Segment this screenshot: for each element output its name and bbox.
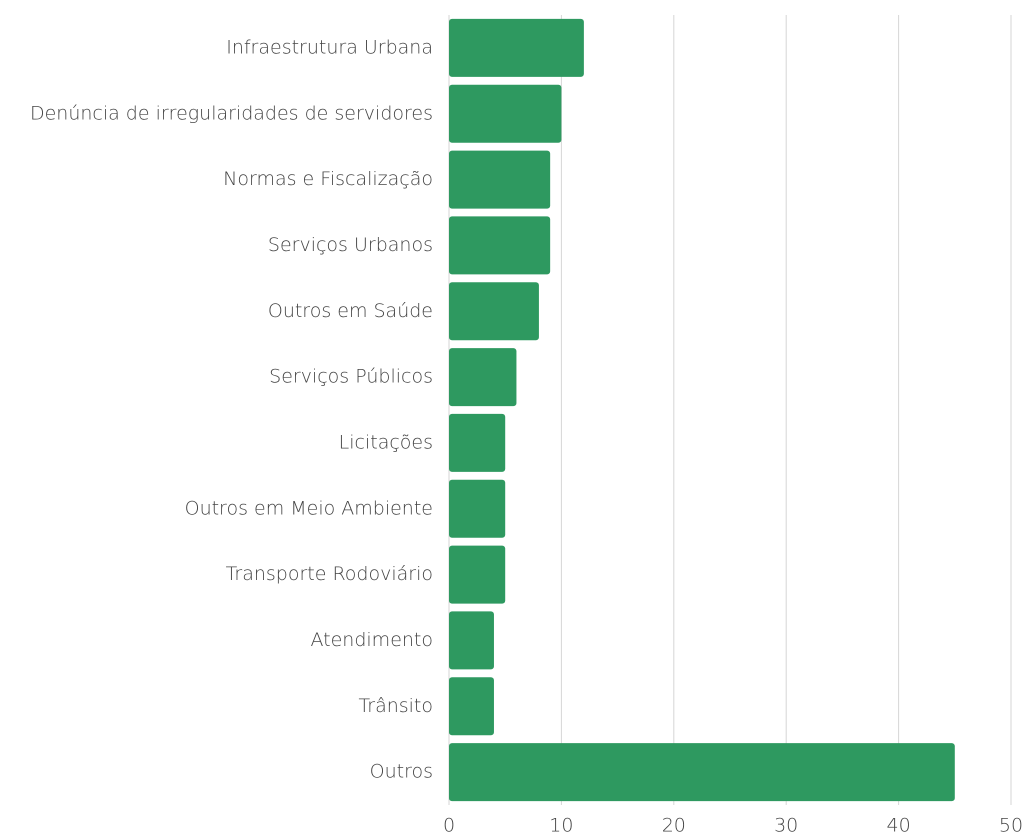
x-tick-label: 40 bbox=[887, 815, 911, 837]
y-tick-label: Atendimento bbox=[311, 629, 434, 651]
bar bbox=[449, 743, 955, 802]
bar bbox=[449, 677, 494, 736]
y-tick-label: Denúncia de irregularidades de servidore… bbox=[30, 102, 433, 124]
x-tick-label: 20 bbox=[662, 815, 686, 837]
y-tick-label: Outros em Meio Ambiente bbox=[185, 497, 433, 519]
x-tick-label: 50 bbox=[999, 815, 1023, 837]
y-tick-label: Outros em Saúde bbox=[268, 300, 433, 322]
y-tick-label: Infraestrutura Urbana bbox=[226, 36, 433, 58]
x-tick-label: 30 bbox=[774, 815, 798, 837]
y-tick-label: Trânsito bbox=[358, 695, 433, 717]
bar bbox=[449, 348, 517, 407]
bar bbox=[449, 479, 506, 538]
y-tick-label: Normas e Fiscalização bbox=[223, 168, 433, 190]
bar bbox=[449, 216, 551, 275]
y-tick-label: Serviços Públicos bbox=[269, 366, 433, 388]
bar bbox=[449, 84, 562, 143]
x-tick-label: 10 bbox=[549, 815, 573, 837]
bar bbox=[449, 282, 539, 341]
x-tick-label: 0 bbox=[443, 815, 455, 837]
bar bbox=[449, 18, 584, 77]
y-tick-label: Serviços Urbanos bbox=[268, 234, 433, 256]
bar bbox=[449, 150, 551, 209]
y-tick-label: Licitações bbox=[339, 431, 433, 453]
bar bbox=[449, 611, 494, 670]
y-tick-label: Transporte Rodoviário bbox=[226, 563, 433, 585]
bar bbox=[449, 545, 506, 604]
y-tick-label: Outros bbox=[370, 761, 433, 783]
bar bbox=[449, 413, 506, 472]
